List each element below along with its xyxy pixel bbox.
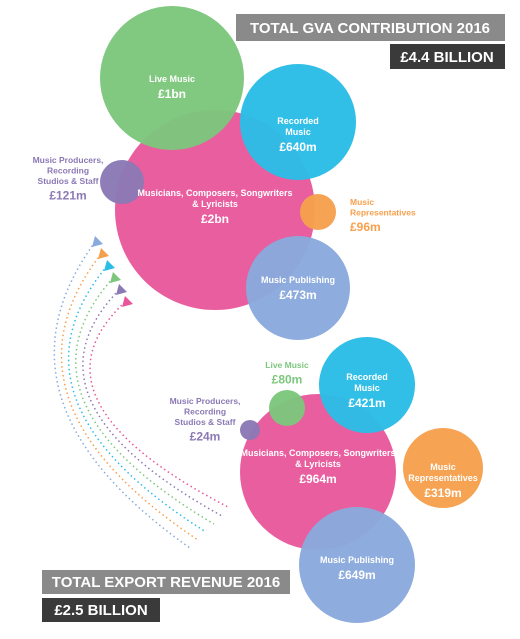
bubble-value: £121m <box>49 189 86 203</box>
export-total: £2.5 BILLION <box>54 602 147 619</box>
arc <box>60 253 199 541</box>
label-line: Music Producers, <box>170 396 241 406</box>
bubble <box>403 428 483 508</box>
bubble-value: £2bn <box>201 212 229 226</box>
arrowhead <box>110 272 121 283</box>
bubble-label: Music Producers, Recording Studios & Staff <box>33 155 104 186</box>
label-line: & Lyricists <box>192 199 238 209</box>
bubble-label: Musicians, Composers, Songwriters & Lyric… <box>240 448 395 469</box>
label-line: Live Music <box>265 360 309 370</box>
bubble <box>100 6 244 150</box>
arc <box>53 241 191 549</box>
bubble-value: £1bn <box>158 87 186 101</box>
bubble-label: Music Representatives <box>408 462 478 483</box>
label-line: Music <box>430 462 456 472</box>
arrowhead <box>116 284 127 295</box>
arrowhead <box>104 260 115 271</box>
label-line: Recording <box>184 407 226 417</box>
label-line: Representatives <box>408 473 478 483</box>
label-line: & Lyricists <box>295 459 341 469</box>
label-line: Recorded <box>346 372 388 382</box>
label-line: Music <box>285 127 311 137</box>
arc <box>75 277 215 525</box>
bubble <box>240 420 260 440</box>
bubble <box>269 390 305 426</box>
bubble-label: Music Publishing <box>320 555 394 565</box>
dotted-arcs <box>53 236 231 549</box>
label-line: Music Publishing <box>320 555 394 565</box>
bubble-label: Musicians, Composers, Songwriters & Lyric… <box>137 188 292 209</box>
export-title: TOTAL EXPORT REVENUE 2016 <box>52 574 280 591</box>
label-line: Recording <box>47 166 89 176</box>
label-line: Live Music <box>149 74 195 84</box>
gva-title: TOTAL GVA CONTRIBUTION 2016 <box>250 20 490 37</box>
bubble-label: Recorded Music <box>277 116 319 137</box>
arc <box>89 301 231 509</box>
bubble-value: £649m <box>338 568 375 582</box>
bubble <box>246 236 350 340</box>
bubble-value: £964m <box>299 472 336 486</box>
label-line: Musicians, Composers, Songwriters <box>240 448 395 458</box>
label-line: Music Publishing <box>261 275 335 285</box>
bubble <box>300 194 336 230</box>
bubble-label: Music Publishing <box>261 275 335 285</box>
arc <box>82 289 223 517</box>
label-line: Studios & Staff <box>38 176 99 186</box>
label-line: Studios & Staff <box>175 417 236 427</box>
bubble-label: Live Music <box>265 360 309 370</box>
bubble <box>319 337 415 433</box>
label-line: Representatives <box>350 208 416 218</box>
total-box <box>42 598 160 622</box>
label-line: Music <box>354 383 380 393</box>
bubble <box>299 507 415 623</box>
bubble-value: £319m <box>424 486 461 500</box>
bubble-value: £473m <box>279 288 316 302</box>
label-line: Musicians, Composers, Songwriters <box>137 188 292 198</box>
bubbles: Musicians, Composers, Songwriters & Lyric… <box>33 6 483 623</box>
total-box <box>390 44 505 69</box>
header-box <box>236 14 505 41</box>
bubble-label: Music Producers, Recording Studios & Staff <box>170 396 241 427</box>
label-line: Music <box>350 197 374 207</box>
bubble-value: £80m <box>272 373 303 387</box>
gva-total: £4.4 BILLION <box>400 49 493 66</box>
label-line: Recorded <box>277 116 319 126</box>
bubble-label: Recorded Music <box>346 372 388 393</box>
bubble <box>100 160 144 204</box>
bubble <box>240 64 356 180</box>
arrowhead <box>92 236 103 247</box>
arrowhead <box>98 248 109 259</box>
bubble-label: Live Music <box>149 74 195 84</box>
arrowhead <box>122 296 133 307</box>
bubble-value: £421m <box>348 396 385 410</box>
bubble-label: Music Representatives <box>350 197 416 218</box>
bubble-value: £640m <box>279 140 316 154</box>
label-line: Music Producers, <box>33 155 104 165</box>
bubble-value: £96m <box>350 220 381 234</box>
header-box <box>42 570 290 594</box>
bubble-value: £24m <box>190 430 221 444</box>
arc <box>67 265 207 533</box>
